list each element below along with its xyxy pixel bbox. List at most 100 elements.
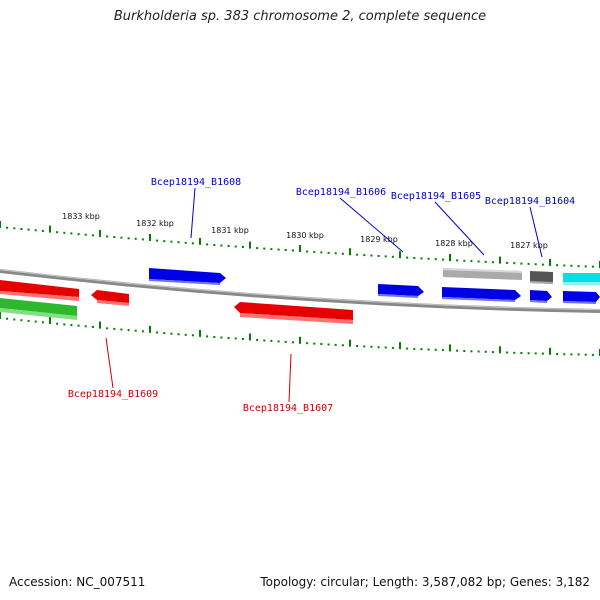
scale-tick-minor [284,340,287,343]
scale-tick-minor [34,320,37,323]
scale-tick-minor [13,318,16,321]
scale-tick-minor [313,342,316,345]
rna-gene-green[interactable] [0,298,77,320]
scale-tick-minor [420,348,423,351]
scale-tick-minor [177,241,180,244]
scale-tick-minor [134,329,137,332]
scale-tick-minor [170,332,173,335]
scale-tick-major [0,221,1,228]
scale-tick-minor [177,333,180,336]
chromosome-backbone [0,269,600,313]
reverse-features [0,280,353,324]
gene-label-b1605[interactable]: Bcep18194_B1605 [391,191,481,202]
scale-tick-minor [341,252,344,255]
scale-tick-minor [427,348,430,351]
scale-tick-major [199,237,201,245]
scale-tick-major [199,329,201,337]
scale-tick-minor [441,349,444,352]
scale-tick-minor [156,331,159,334]
feature-gray-bar [443,268,522,280]
scale-tick-minor [191,242,194,245]
scale-tick-minor [227,245,230,247]
kbp-label: 1828 kbp [435,239,473,248]
scale-tick-minor [120,328,123,331]
scale-tick-minor [370,345,373,348]
scale-tick-minor [284,249,287,251]
accession-text: Accession: NC_007511 [9,575,146,589]
gene-label-b1608[interactable]: Bcep18194_B1608 [151,177,241,188]
scale-tick-major [99,321,101,329]
gene-bcep18194-b1606[interactable] [378,284,424,298]
scale-tick-minor [370,254,373,257]
gene-next-forward[interactable] [563,291,600,304]
forward-features [149,268,600,304]
scale-tick-minor [6,226,9,229]
scale-tick-major [349,248,351,256]
scale-tick-minor [120,236,123,239]
scale-tick-major [399,251,401,259]
scale-tick-minor [484,260,487,263]
gene-bcep18194-b1609[interactable] [91,290,129,306]
scale-tick-major [249,241,251,249]
gene-bcep18194-b1607[interactable] [234,302,353,324]
scale-tick-minor [206,243,209,246]
scale-tick-minor [20,228,23,230]
scale-tick-minor [320,343,323,345]
scale-tick-minor [277,248,280,251]
scale-tick-minor [356,253,359,256]
scale-tick-minor [306,342,309,345]
gene-left-reverse[interactable] [0,280,79,301]
scale-tick-minor [256,339,259,341]
gene-bcep18194-b1604[interactable] [530,290,552,303]
kbp-label: 1832 kbp [136,219,174,228]
gene-label-b1609[interactable]: Bcep18194_B1609 [68,389,158,400]
scale-tick-minor [413,257,416,259]
scale-tick-minor [63,323,66,326]
scale-tick-minor [463,350,466,352]
scale-tick-minor [513,351,516,354]
scale-tick-major [249,333,251,341]
scale-tick-major [499,256,501,264]
kbp-label: 1830 kbp [286,231,324,240]
gene-label-b1604[interactable]: Bcep18194_B1604 [485,196,575,207]
scale-tick-major [399,342,401,350]
scale-tick-minor [113,327,116,330]
kbp-label: 1831 kbp [211,226,249,235]
scale-tick-minor [270,248,273,251]
scale-tick-minor [463,259,466,262]
scale-tick-minor [556,264,559,267]
gene-bcep18194-b1608[interactable] [149,268,226,285]
genome-summary-text: Topology: circular; Length: 3,587,082 bp… [260,575,590,589]
scale-tick-minor [477,260,480,263]
scale-tick-major [549,258,551,266]
scale-tick-minor [327,251,330,254]
scale-tick-minor [363,254,366,257]
scale-tick-minor [84,233,87,236]
gene-bcep18194-b1605[interactable] [442,287,521,302]
scale-tick-minor [377,255,380,257]
gene-label-b1606[interactable]: Bcep18194_B1606 [296,187,386,198]
scale-tick-minor [163,240,166,243]
scale-tick-minor [327,343,330,346]
scale-tick-minor [334,252,337,255]
scale-tick-minor [34,229,37,232]
scale-tick-minor [391,346,394,349]
scale-tick-minor [384,255,387,258]
scale-tick-minor [534,263,537,266]
gene-label-b1607[interactable]: Bcep18194_B1607 [243,403,333,414]
scale-tick-major [549,347,551,355]
scale-tick-minor [20,319,23,322]
scale-tick-minor [563,264,566,267]
scale-tick-minor [277,340,280,343]
scale-tick-minor [241,338,244,340]
scale-tick-minor [163,332,166,335]
scale-tick-minor [220,244,223,247]
scale-tick-minor [291,249,294,252]
scale-tick-major [449,254,451,261]
scale-tick-minor [6,317,9,320]
scale-tick-minor [91,234,94,237]
feature-cyan-bar [563,273,600,285]
scale-tick-minor [406,256,409,259]
scale-tick-minor [270,339,273,342]
scale-tick-minor [227,337,230,339]
